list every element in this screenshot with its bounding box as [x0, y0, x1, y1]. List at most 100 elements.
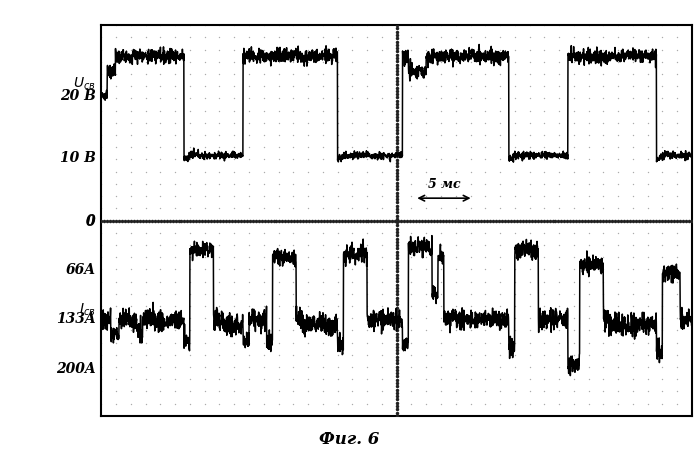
- Point: [450, 412, 461, 420]
- Point: [628, 229, 639, 236]
- Point: [583, 400, 594, 407]
- Point: [480, 180, 491, 187]
- Point: [435, 376, 447, 383]
- Point: [317, 131, 329, 138]
- Point: [199, 339, 210, 346]
- Point: [96, 131, 107, 138]
- Point: [125, 21, 136, 29]
- Point: [170, 303, 181, 310]
- Point: [686, 388, 698, 395]
- Point: [273, 143, 284, 151]
- Point: [214, 70, 225, 78]
- Point: [288, 278, 299, 285]
- Text: 133A: 133A: [56, 313, 96, 326]
- Point: [583, 290, 594, 298]
- Point: [155, 254, 166, 261]
- Point: [170, 131, 181, 138]
- Point: [598, 21, 609, 29]
- Point: [406, 131, 417, 138]
- Point: [672, 70, 683, 78]
- Point: [185, 205, 196, 212]
- Point: [480, 34, 491, 41]
- Point: [273, 314, 284, 322]
- Point: [554, 21, 565, 29]
- Point: [273, 327, 284, 334]
- Point: [524, 143, 535, 151]
- Point: [288, 339, 299, 346]
- Point: [155, 34, 166, 41]
- Point: [317, 412, 329, 420]
- Point: [686, 241, 698, 249]
- Point: [258, 192, 269, 200]
- Point: [494, 303, 505, 310]
- Point: [657, 241, 668, 249]
- Point: [303, 266, 314, 273]
- Point: [435, 327, 447, 334]
- Point: [672, 107, 683, 114]
- Point: [140, 327, 151, 334]
- Point: [125, 351, 136, 358]
- Point: [480, 70, 491, 78]
- Point: [686, 46, 698, 53]
- Point: [258, 156, 269, 163]
- Text: 200A: 200A: [56, 362, 96, 377]
- Point: [494, 254, 505, 261]
- Point: [628, 339, 639, 346]
- Point: [598, 266, 609, 273]
- Point: [361, 46, 373, 53]
- Point: [214, 131, 225, 138]
- Point: [598, 58, 609, 65]
- Point: [406, 339, 417, 346]
- Point: [450, 180, 461, 187]
- Point: [361, 388, 373, 395]
- Point: [125, 400, 136, 407]
- Point: [686, 168, 698, 175]
- Point: [539, 58, 550, 65]
- Point: [110, 34, 122, 41]
- Point: [672, 180, 683, 187]
- Point: [110, 192, 122, 200]
- Point: [243, 254, 254, 261]
- Point: [170, 156, 181, 163]
- Point: [332, 327, 343, 334]
- Point: [406, 205, 417, 212]
- Point: [406, 46, 417, 53]
- Point: [303, 400, 314, 407]
- Point: [125, 241, 136, 249]
- Point: [509, 58, 520, 65]
- Point: [524, 290, 535, 298]
- Point: [421, 83, 432, 90]
- Point: [303, 70, 314, 78]
- Point: [686, 327, 698, 334]
- Point: [125, 156, 136, 163]
- Point: [155, 339, 166, 346]
- Point: [539, 241, 550, 249]
- Point: [421, 58, 432, 65]
- Point: [288, 290, 299, 298]
- Point: [657, 168, 668, 175]
- Point: [347, 95, 358, 102]
- Point: [628, 388, 639, 395]
- Point: [583, 229, 594, 236]
- Point: [435, 58, 447, 65]
- Point: [554, 339, 565, 346]
- Point: [568, 143, 579, 151]
- Point: [347, 46, 358, 53]
- Point: [421, 180, 432, 187]
- Point: [568, 119, 579, 127]
- Point: [494, 363, 505, 371]
- Point: [450, 205, 461, 212]
- Point: [672, 400, 683, 407]
- Point: [628, 70, 639, 78]
- Point: [450, 34, 461, 41]
- Point: [376, 339, 387, 346]
- Point: [110, 217, 122, 224]
- Point: [391, 143, 403, 151]
- Point: [465, 363, 476, 371]
- Point: [273, 95, 284, 102]
- Point: [229, 168, 240, 175]
- Point: [450, 58, 461, 65]
- Point: [480, 376, 491, 383]
- Point: [288, 314, 299, 322]
- Point: [657, 254, 668, 261]
